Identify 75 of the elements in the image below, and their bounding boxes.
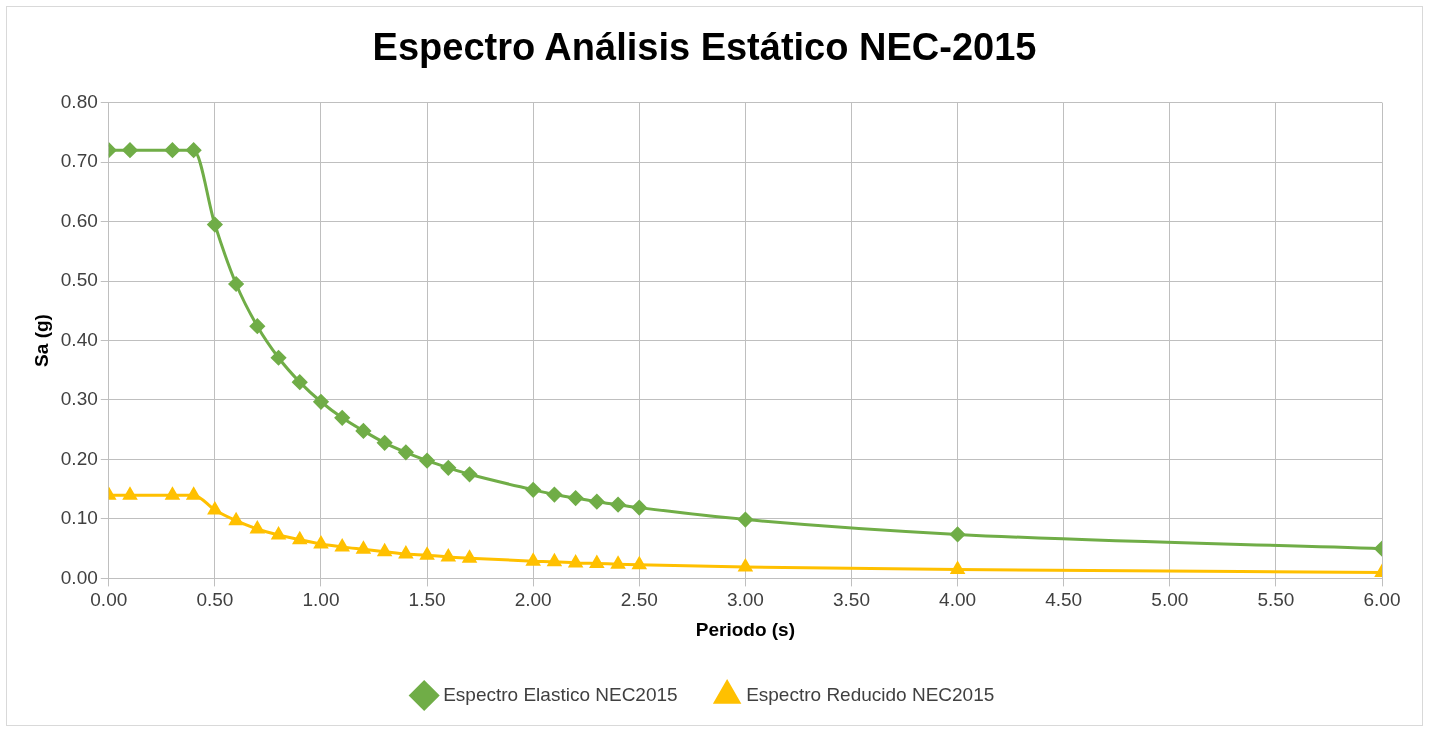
point: [526, 553, 540, 566]
point: [271, 527, 286, 540]
x-tick-label: 3.50: [833, 589, 870, 611]
point: [589, 494, 605, 510]
y-tick-label: 0.00: [60, 566, 98, 588]
point: [249, 318, 265, 334]
point: [377, 435, 393, 451]
x-tick-label: 1.50: [408, 589, 446, 611]
point: [355, 423, 371, 439]
point: [292, 374, 308, 390]
point: [164, 142, 180, 158]
y-axis-title: Sa (g): [30, 314, 52, 367]
legend-label: Espectro Elastico NEC2015: [443, 683, 678, 705]
point: [738, 559, 753, 572]
point: [611, 556, 625, 569]
point: [546, 487, 562, 503]
point: [420, 547, 434, 560]
x-tick-label: 5.50: [1257, 589, 1295, 611]
point: [419, 453, 435, 469]
x-tick-label: 2.50: [620, 589, 658, 611]
point: [547, 554, 562, 567]
point: [334, 410, 350, 426]
point: [441, 549, 455, 562]
x-tick-label: 5.00: [1151, 589, 1189, 611]
point: [462, 550, 477, 563]
point: [377, 544, 392, 557]
x-tick-label: 4.50: [1045, 589, 1083, 611]
point: [950, 561, 965, 574]
y-tick-label: 0.40: [60, 328, 98, 350]
point: [123, 487, 137, 500]
point: [737, 512, 753, 528]
point: [186, 142, 202, 158]
chart-title: Espectro Análisis Estático NEC-2015: [372, 26, 1037, 69]
point: [610, 497, 626, 513]
point: [590, 556, 604, 569]
x-tick-label: 3.00: [726, 589, 764, 611]
point: [335, 539, 349, 552]
x-tick-label: 0.50: [196, 589, 234, 611]
point: [399, 546, 413, 559]
point: [356, 541, 371, 554]
point: [271, 350, 287, 366]
point: [631, 500, 647, 516]
point: [122, 142, 138, 158]
point: [228, 276, 244, 292]
x-tick-label: 2.00: [514, 589, 552, 611]
point: [186, 487, 201, 500]
x-tick-label: 4.00: [939, 589, 977, 611]
legend-label: Espectro Reducido NEC2015: [746, 683, 995, 705]
point: [314, 536, 328, 549]
point: [207, 217, 223, 233]
point: [250, 521, 265, 534]
y-tick-label: 0.30: [60, 388, 98, 410]
point: [462, 466, 478, 482]
y-tick-label: 0.10: [60, 507, 98, 529]
point: [229, 513, 243, 526]
point: [313, 394, 329, 410]
y-tick-label: 0.50: [60, 269, 98, 291]
x-tick-label: 0.00: [90, 589, 128, 611]
point: [398, 444, 414, 460]
x-tick-label: 6.00: [1363, 589, 1401, 611]
point: [568, 490, 584, 506]
point: [293, 532, 307, 545]
point: [950, 526, 966, 542]
y-tick-label: 0.80: [60, 90, 98, 112]
y-tick-label: 0.60: [60, 209, 98, 231]
point: [525, 482, 541, 498]
point: [440, 460, 456, 476]
point: [568, 555, 583, 568]
y-tick-label: 0.20: [60, 447, 98, 469]
x-axis-title: Periodo (s): [695, 618, 796, 640]
point: [165, 487, 180, 500]
y-tick-label: 0.70: [60, 150, 98, 172]
x-tick-label: 1.00: [302, 589, 340, 611]
point: [632, 557, 646, 570]
point: [208, 502, 222, 515]
